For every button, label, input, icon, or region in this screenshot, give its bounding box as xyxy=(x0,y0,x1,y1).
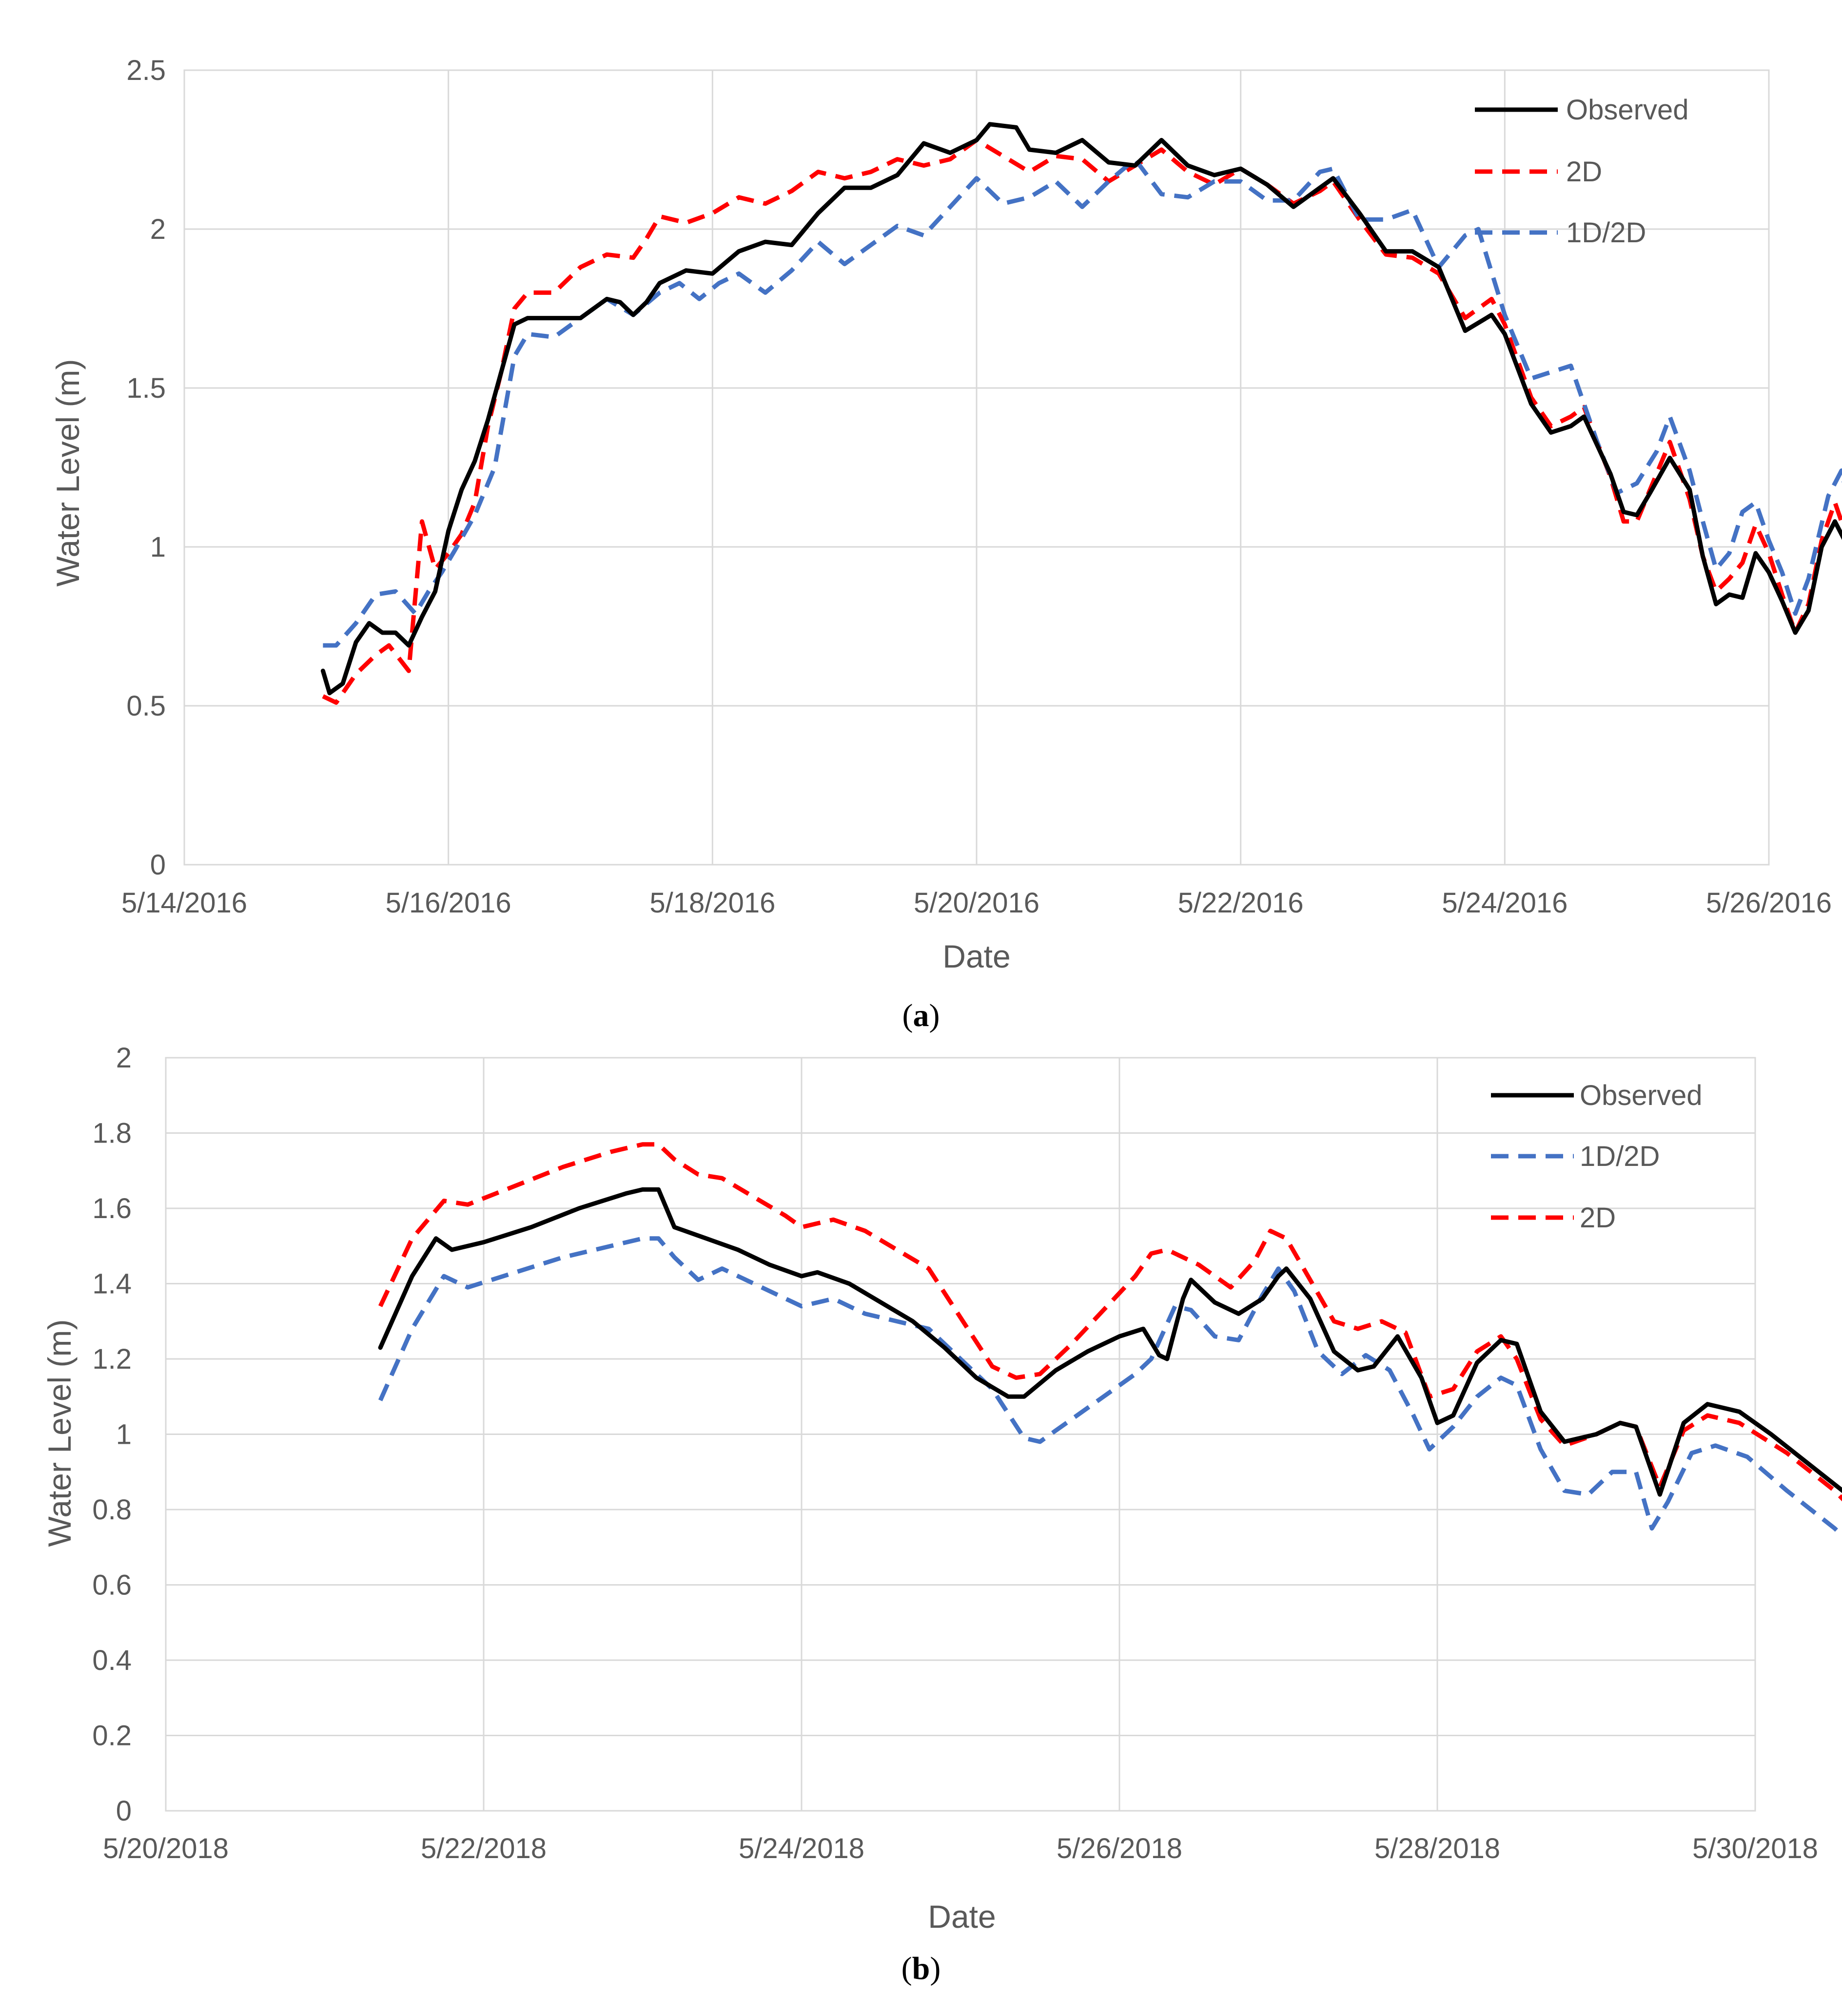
chart-b-series xyxy=(378,1142,1842,1539)
chart-a-series-2d-line xyxy=(322,137,1842,705)
chart-a-legend-label-2d: 2D xyxy=(1566,156,1602,188)
chart-panel-b: 00.20.40.60.811.21.41.61.82 5/20/2018 5/2… xyxy=(41,1042,1842,1986)
chart-b-y-tick-label: 0 xyxy=(116,1795,132,1827)
chart-a-x-tick-label: 5/24/2016 xyxy=(1442,887,1568,919)
chart-b-x-tick-label: 5/24/2018 xyxy=(739,1833,864,1864)
chart-b-y-tick-label: 1.6 xyxy=(92,1193,132,1224)
chart-a-legend: Observed 2D 1D/2D xyxy=(1475,94,1688,249)
chart-b-y-ticks: 0 0.2 0.4 0.6 0.8 1 1.2 1.4 1.6 1.8 2 xyxy=(92,1042,132,1827)
chart-b-legend-label-observed: Observed xyxy=(1580,1080,1702,1111)
chart-a-x-ticks: 5/14/2016 5/16/2016 5/18/2016 5/20/2016 5/22… xyxy=(121,887,1832,919)
chart-b-y-tick-label: 1.2 xyxy=(92,1343,132,1375)
chart-a-series-observed-line xyxy=(320,122,1842,696)
caption-b-label: b xyxy=(912,1951,930,1986)
chart-a-x-axis-title: Date xyxy=(942,938,1010,974)
chart-b-y-tick-label: 1.8 xyxy=(92,1118,132,1149)
chart-b-series-1d2d-line xyxy=(378,1236,1842,1539)
chart-a-series xyxy=(320,122,1842,705)
chart-b-y-tick-label: 0.6 xyxy=(92,1570,132,1601)
chart-a-y-tick-label: 0.5 xyxy=(126,690,166,722)
chart-a-y-tick-label: 2.5 xyxy=(126,55,166,86)
chart-a-legend-label-1d2d: 1D/2D xyxy=(1566,217,1646,249)
chart-b-y-tick-label: 2 xyxy=(116,1042,132,1074)
chart-b-x-tick-label: 5/22/2018 xyxy=(421,1833,547,1864)
chart-a-x-tick-label: 5/22/2016 xyxy=(1178,887,1304,919)
chart-b-x-tick-label: 5/30/2018 xyxy=(1692,1833,1818,1864)
chart-b-y-axis-title: Water Level (m) xyxy=(41,1319,78,1547)
chart-b-y-tick-label: 0.2 xyxy=(92,1720,132,1752)
chart-b-legend-label-2d: 2D xyxy=(1580,1202,1616,1234)
chart-b-legend: Observed 1D/2D 2D xyxy=(1491,1080,1702,1234)
chart-a-x-tick-label: 5/14/2016 xyxy=(121,887,247,919)
chart-a-y-axis-title: Water Level (m) xyxy=(50,359,86,587)
chart-a-legend-label-observed: Observed xyxy=(1566,94,1688,126)
chart-panel-a: 0 0.5 1 1.5 2 2.5 5/14/2016 5/16/2016 5/18/2016… xyxy=(50,55,1842,1033)
chart-b-x-tick-label: 5/20/2018 xyxy=(103,1833,229,1864)
chart-b-y-tick-label: 1 xyxy=(116,1419,132,1451)
caption-a: (a) xyxy=(902,998,940,1033)
chart-a-y-tick-label: 1.5 xyxy=(126,372,166,404)
chart-a-y-ticks: 0 0.5 1 1.5 2 2.5 xyxy=(126,55,166,881)
chart-a-series-1d2d-line xyxy=(323,157,1842,648)
chart-b-y-tick-label: 0.4 xyxy=(92,1645,132,1676)
caption-b: (b) xyxy=(901,1951,941,1986)
chart-b-series-observed-line xyxy=(378,1187,1842,1497)
chart-a-x-tick-label: 5/26/2016 xyxy=(1706,887,1832,919)
chart-b-x-tick-label: 5/28/2018 xyxy=(1374,1833,1500,1864)
chart-b-y-tick-label: 1.4 xyxy=(92,1268,132,1300)
chart-a-x-tick-label: 5/20/2016 xyxy=(914,887,1039,919)
chart-b-legend-label-1d2d: 1D/2D xyxy=(1580,1141,1660,1172)
chart-a-plot-area xyxy=(183,69,1770,866)
chart-b-x-axis-title: Date xyxy=(928,1899,996,1935)
chart-a-y-tick-label: 1 xyxy=(150,531,166,563)
chart-b-x-tick-label: 5/26/2018 xyxy=(1057,1833,1182,1864)
chart-a-gridlines xyxy=(183,69,1770,866)
chart-a-y-tick-label: 0 xyxy=(150,849,166,881)
caption-a-label: a xyxy=(913,998,929,1033)
chart-b-y-tick-label: 0.8 xyxy=(92,1494,132,1526)
chart-a-x-tick-label: 5/16/2016 xyxy=(386,887,511,919)
chart-a-y-tick-label: 2 xyxy=(150,213,166,245)
chart-a-x-tick-label: 5/18/2016 xyxy=(649,887,775,919)
chart-b-x-ticks: 5/20/2018 5/22/2018 5/24/2018 5/26/2018 5/28… xyxy=(103,1833,1818,1864)
